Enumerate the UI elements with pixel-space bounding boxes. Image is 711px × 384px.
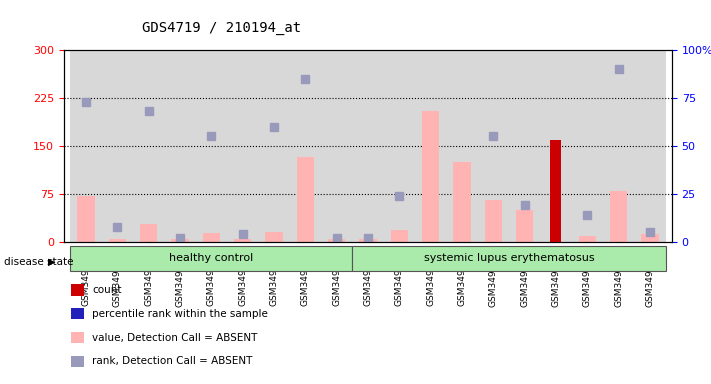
Bar [516,210,533,242]
Text: value, Detection Call = ABSENT: value, Detection Call = ABSENT [92,333,258,343]
Bar [540,50,572,242]
Bar [296,157,314,242]
Bar [171,239,188,242]
Bar [328,239,346,242]
Bar [102,50,133,242]
Text: count: count [92,285,122,295]
Bar [70,50,102,242]
Bar [603,50,634,242]
Text: ▶: ▶ [48,257,55,267]
Bar [140,224,157,242]
Text: percentile rank within the sample: percentile rank within the sample [92,309,268,319]
Bar [352,50,384,242]
Bar [289,50,321,242]
Bar [550,139,562,242]
Bar [447,50,478,242]
Text: GDS4719 / 210194_at: GDS4719 / 210194_at [142,21,301,35]
Bar [634,50,665,242]
Bar [641,234,658,242]
Bar [321,50,352,242]
Bar [579,235,596,242]
Bar [359,239,377,242]
Bar [164,50,196,242]
Text: disease state: disease state [4,257,73,267]
Bar [258,50,289,242]
Bar [415,50,447,242]
Text: rank, Detection Call = ABSENT: rank, Detection Call = ABSENT [92,356,253,366]
Bar [133,50,164,242]
Bar [109,239,126,242]
Bar [478,50,509,242]
Bar [384,50,415,242]
Bar [265,232,282,242]
Bar [390,230,408,242]
Bar [509,50,540,242]
Bar [227,50,258,242]
Bar [196,50,227,242]
Bar [77,196,95,242]
Bar [70,246,352,271]
Bar [352,246,665,271]
Bar [454,162,471,242]
Bar [422,111,439,242]
Bar [610,191,627,242]
Text: systemic lupus erythematosus: systemic lupus erythematosus [424,253,594,263]
Bar [572,50,603,242]
Bar [485,200,502,242]
Text: healthy control: healthy control [169,253,253,263]
Bar [203,233,220,242]
Bar [234,239,251,242]
